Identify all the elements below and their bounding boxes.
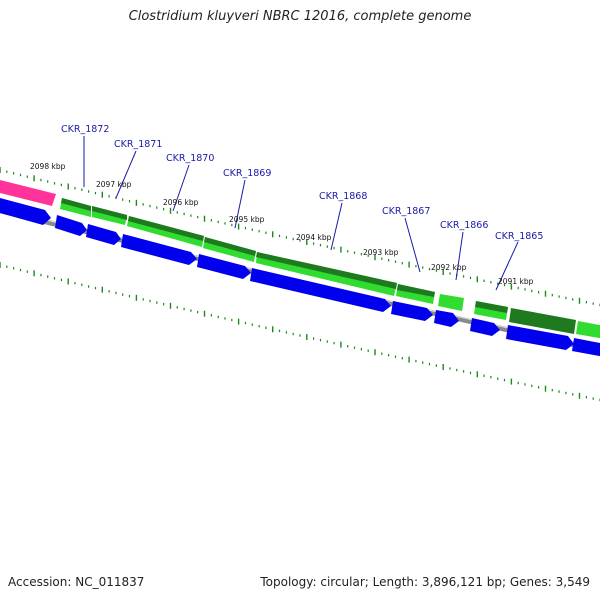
accession-footer: Accession: NC_011837 — [8, 575, 144, 589]
genome-summary: Topology: circular; Length: 3,896,121 bp… — [260, 575, 590, 589]
gene-label[interactable]: CKR_1872 — [61, 124, 109, 135]
gene-feature[interactable] — [434, 310, 459, 327]
gene-feature-shade — [92, 206, 127, 220]
gene-feature[interactable] — [55, 215, 87, 236]
gene-feature-shade — [475, 301, 508, 313]
gene-feature-shade — [128, 216, 204, 241]
gene-label[interactable]: CKR_1869 — [223, 168, 271, 179]
scale-tick-label: 2096 kbp — [163, 198, 199, 207]
gene-feature[interactable] — [576, 321, 600, 339]
gene-label[interactable]: CKR_1867 — [382, 206, 430, 217]
gene-label[interactable]: CKR_1871 — [114, 139, 162, 150]
gene-feature[interactable] — [509, 308, 576, 334]
gene-labels: CKR_1872 CKR_1871 CKR_1870 CKR_1869 CKR_… — [61, 124, 543, 291]
scale-tick-labels: 2098 kbp 2097 kbp 2096 kbp 2095 kbp 2094… — [30, 162, 534, 286]
gene-feature[interactable] — [197, 254, 251, 279]
gene-feature[interactable] — [250, 268, 391, 312]
outer-tick-ring — [0, 167, 600, 307]
gene-feature[interactable] — [470, 318, 500, 336]
accession-value: NC_011837 — [75, 575, 145, 589]
gene-feature[interactable] — [0, 198, 51, 225]
gene-label[interactable]: CKR_1868 — [319, 191, 367, 202]
scale-tick-label: 2091 kbp — [498, 277, 534, 286]
gene-feature-shade — [61, 198, 91, 211]
gene-label[interactable]: CKR_1866 — [440, 220, 488, 231]
scale-tick-label: 2094 kbp — [296, 233, 332, 242]
forward-strand — [0, 180, 600, 339]
gene-feature[interactable] — [86, 224, 121, 245]
gene-feature[interactable] — [572, 338, 600, 357]
scale-tick-label: 2097 kbp — [96, 180, 132, 189]
inner-tick-ring — [0, 262, 600, 402]
gene-feature[interactable] — [391, 301, 433, 321]
gene-feature[interactable] — [121, 234, 197, 265]
scale-tick-label: 2098 kbp — [30, 162, 66, 171]
gene-feature-shade — [256, 252, 397, 289]
reverse-strand — [0, 198, 600, 357]
scale-tick-label: 2092 kbp — [431, 263, 467, 272]
accession-label: Accession: — [8, 575, 72, 589]
gene-feature[interactable] — [506, 325, 574, 350]
scale-tick-label: 2095 kbp — [229, 215, 265, 224]
genome-title: Clostridium kluyveri NBRC 12016, complet… — [128, 9, 472, 24]
gene-feature-shade — [204, 237, 256, 256]
gene-feature[interactable] — [438, 294, 464, 311]
gene-feature-shade — [397, 284, 435, 297]
gene-feature-pink[interactable] — [0, 180, 56, 206]
gene-label[interactable]: CKR_1870 — [166, 153, 214, 164]
gene-label[interactable]: CKR_1865 — [495, 231, 543, 242]
scale-tick-label: 2093 kbp — [363, 248, 399, 257]
